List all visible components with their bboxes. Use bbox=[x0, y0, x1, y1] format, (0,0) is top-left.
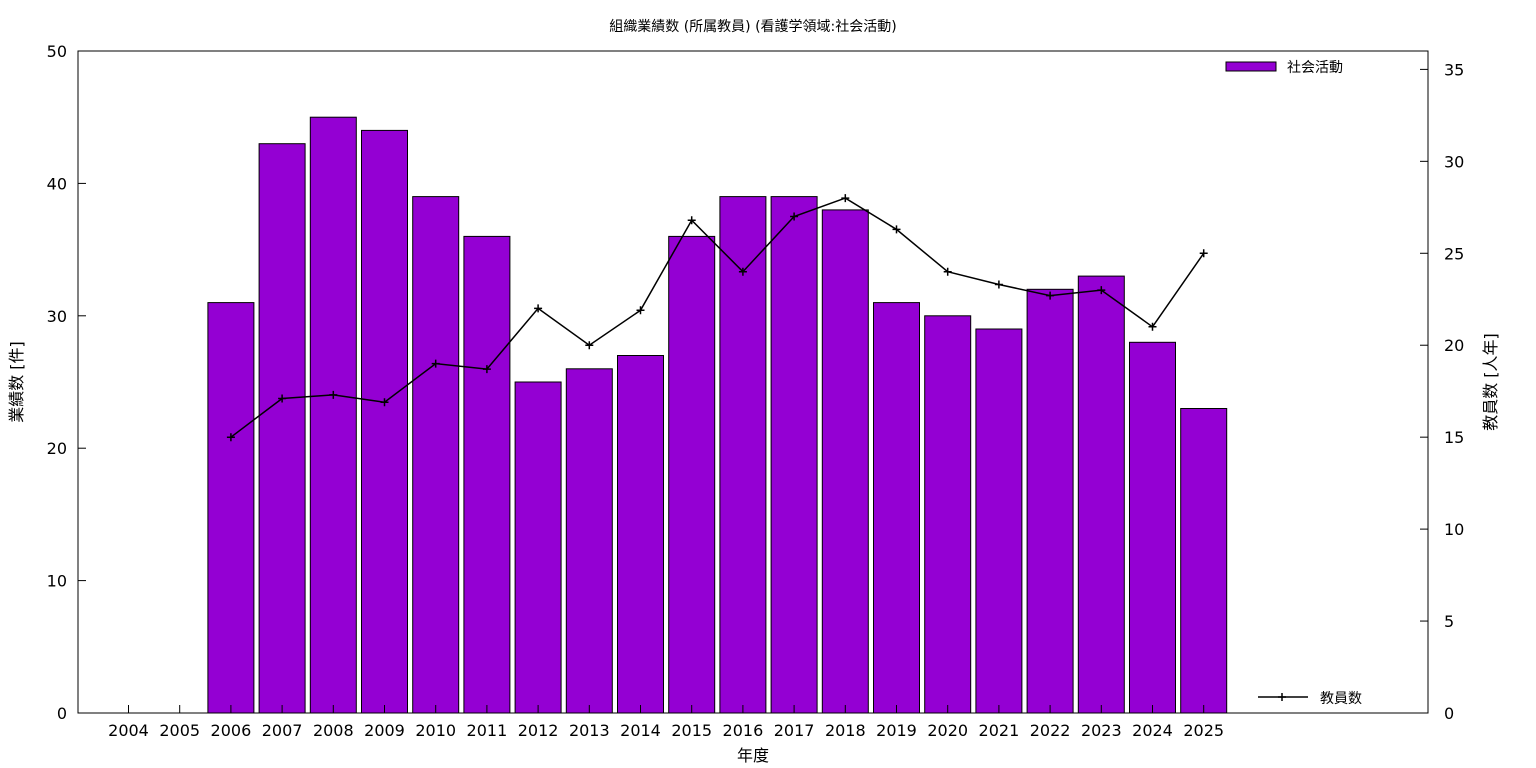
legend-line-marker bbox=[1278, 693, 1286, 701]
legend-line: 教員数 bbox=[1258, 691, 1362, 707]
x-tick-label: 2023 bbox=[1081, 721, 1122, 740]
line-point-2023 bbox=[1097, 286, 1106, 295]
y2-tick-label: 15 bbox=[1444, 428, 1464, 447]
line-point-2007 bbox=[278, 394, 287, 403]
line-point-2018 bbox=[841, 194, 850, 203]
x-tick-label: 2017 bbox=[774, 721, 815, 740]
line-point-2008 bbox=[329, 390, 338, 399]
legend-bar-label: 社会活動 bbox=[1287, 60, 1343, 76]
y2-axis-title: 教員数 [人年] bbox=[1481, 333, 1500, 431]
y-tick-label: 10 bbox=[47, 572, 67, 591]
legend-line-label: 教員数 bbox=[1320, 691, 1362, 707]
line-point-2010 bbox=[431, 359, 440, 368]
y-axis-title: 業績数 [件] bbox=[7, 341, 26, 423]
line-point-2021 bbox=[994, 280, 1003, 289]
x-tick-label: 2012 bbox=[518, 721, 559, 740]
plot-frame bbox=[77, 50, 1429, 714]
y2-tick-label: 25 bbox=[1444, 244, 1464, 263]
bar-layer bbox=[207, 116, 1228, 714]
bar-2022 bbox=[1026, 288, 1074, 714]
x-tick-label: 2015 bbox=[671, 721, 712, 740]
x-tick-label: 2024 bbox=[1132, 721, 1173, 740]
bar-2020 bbox=[924, 315, 972, 714]
line-point-2011 bbox=[482, 365, 491, 374]
line-point-2025 bbox=[1199, 249, 1208, 258]
y2-tick-label: 20 bbox=[1444, 336, 1464, 355]
bar-2021 bbox=[975, 328, 1023, 714]
line-point-2014 bbox=[636, 306, 645, 315]
line-point-2009 bbox=[380, 398, 389, 407]
line-point-2024 bbox=[1148, 322, 1157, 331]
bar-2025 bbox=[1180, 408, 1228, 714]
x-tick-label: 2011 bbox=[467, 721, 508, 740]
x-tick-label: 2018 bbox=[825, 721, 866, 740]
bar-2014 bbox=[617, 355, 664, 714]
y-tick-label: 0 bbox=[57, 704, 67, 723]
line-point-2020 bbox=[943, 267, 952, 276]
y-tick-label: 50 bbox=[47, 42, 67, 61]
x-tick-label: 2010 bbox=[415, 721, 456, 740]
bar-2019 bbox=[873, 302, 920, 714]
bar-2009 bbox=[361, 129, 408, 714]
line-point-2017 bbox=[790, 212, 799, 221]
x-tick-label: 2009 bbox=[364, 721, 405, 740]
bar-2006 bbox=[207, 302, 255, 714]
y2-tick-label: 5 bbox=[1444, 612, 1454, 631]
x-tick-label: 2019 bbox=[876, 721, 917, 740]
y-tick-label: 30 bbox=[47, 307, 67, 326]
line-point-2015 bbox=[687, 216, 696, 225]
bar-2015 bbox=[668, 235, 716, 714]
line-point-2016 bbox=[738, 267, 747, 276]
bar-2010 bbox=[412, 196, 460, 714]
x-tick-label: 2021 bbox=[979, 721, 1020, 740]
x-tick-label: 2004 bbox=[108, 721, 149, 740]
bar-2007 bbox=[258, 143, 306, 714]
bar-2018 bbox=[821, 209, 869, 714]
bar-2012 bbox=[514, 381, 562, 714]
x-tick-label: 2016 bbox=[723, 721, 764, 740]
line-point-2013 bbox=[585, 341, 594, 350]
line-point-2019 bbox=[892, 225, 901, 234]
line-point-2006 bbox=[226, 433, 235, 442]
series-line-teachers bbox=[230, 197, 1205, 438]
chart-title: 組織業績数 (所属教員) (看護学領域:社会活動) bbox=[609, 18, 896, 35]
bar-2023 bbox=[1077, 275, 1125, 714]
y-tick-label: 20 bbox=[47, 439, 67, 458]
x-tick-label: 2007 bbox=[262, 721, 303, 740]
x-tick-label: 2020 bbox=[927, 721, 968, 740]
x-tick-label: 2025 bbox=[1183, 721, 1224, 740]
line-point-2012 bbox=[534, 304, 543, 313]
x-tick-label: 2013 bbox=[569, 721, 610, 740]
y-tick-label: 40 bbox=[47, 174, 67, 193]
bar-2011 bbox=[463, 235, 511, 714]
line-layer bbox=[226, 194, 1208, 442]
legend-bar: 社会活動 bbox=[1225, 60, 1343, 76]
x-tick-label: 2005 bbox=[159, 721, 200, 740]
bar-2024 bbox=[1129, 341, 1176, 714]
y2-tick-label: 0 bbox=[1444, 704, 1454, 723]
y2-tick-label: 30 bbox=[1444, 152, 1464, 171]
line-point-2022 bbox=[1046, 291, 1055, 300]
bar-2017 bbox=[770, 196, 818, 714]
x-tick-label: 2014 bbox=[620, 721, 661, 740]
bar-2013 bbox=[565, 368, 613, 714]
x-axis-title: 年度 bbox=[737, 746, 769, 765]
legend-bar-swatch bbox=[1225, 61, 1277, 72]
x-tick-label: 2006 bbox=[211, 721, 252, 740]
bar-2016 bbox=[719, 196, 767, 714]
y2-tick-label: 10 bbox=[1444, 520, 1464, 539]
bar-2008 bbox=[309, 116, 357, 714]
y2-tick-label: 35 bbox=[1444, 60, 1464, 79]
x-tick-label: 2008 bbox=[313, 721, 354, 740]
x-tick-label: 2022 bbox=[1030, 721, 1071, 740]
